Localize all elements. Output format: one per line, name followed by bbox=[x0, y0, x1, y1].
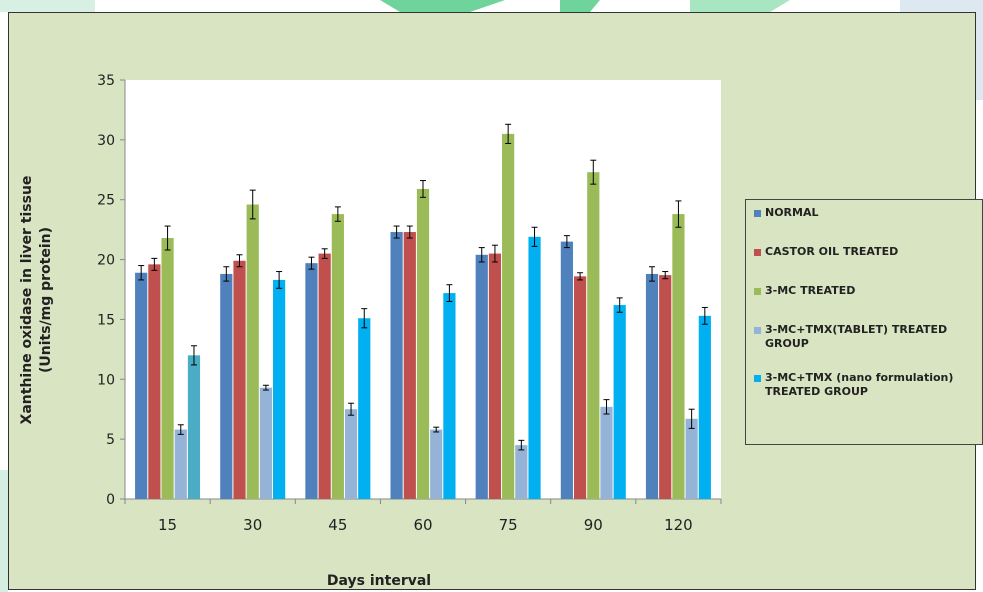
x-tick-label: 120 bbox=[664, 516, 693, 534]
x-tick-label: 60 bbox=[413, 516, 432, 534]
bar bbox=[475, 254, 488, 499]
y-axis-title-line1: Xanthine oxidase in liver tissue bbox=[19, 175, 35, 425]
legend-item-tmx-nano: 3-MC+TMX (nano formulation) TREATED GROU… bbox=[754, 371, 978, 399]
bar bbox=[233, 260, 246, 499]
bar bbox=[220, 273, 233, 499]
bar bbox=[344, 409, 358, 499]
bar bbox=[600, 406, 613, 499]
x-axis-title: Days interval bbox=[326, 573, 432, 589]
legend-item-3mc: 3-MC TREATED bbox=[754, 284, 978, 298]
legend-item-castor-oil: CASTOR OIL TREATED bbox=[754, 245, 978, 259]
bar bbox=[685, 418, 698, 499]
legend-label-castor-oil: CASTOR OIL TREATED bbox=[765, 245, 899, 258]
bar bbox=[273, 279, 286, 499]
x-tick-label: 15 bbox=[158, 516, 177, 534]
y-tick-label: 5 bbox=[106, 432, 115, 448]
legend-swatch-tmx-tablet bbox=[754, 327, 761, 334]
bar bbox=[390, 232, 403, 499]
x-tick-label: 30 bbox=[243, 516, 262, 534]
y-tick-label: 20 bbox=[97, 253, 115, 269]
y-tick-label: 30 bbox=[97, 133, 115, 149]
bar bbox=[187, 355, 201, 499]
legend-swatch-3mc bbox=[754, 288, 761, 295]
bar bbox=[161, 238, 174, 499]
legend-swatch-normal bbox=[754, 210, 761, 217]
y-axis-title-line2: (Units/mg protein) bbox=[38, 226, 54, 374]
bar bbox=[416, 188, 430, 499]
y-tick-label: 10 bbox=[97, 372, 115, 388]
legend-label-normal: NORMAL bbox=[765, 206, 819, 219]
bar bbox=[259, 387, 273, 499]
bar bbox=[613, 305, 626, 499]
legend-label-3mc: 3-MC TREATED bbox=[765, 284, 856, 297]
bar bbox=[305, 263, 318, 499]
bar bbox=[318, 253, 331, 499]
bar bbox=[148, 264, 161, 499]
y-tick-label: 35 bbox=[97, 73, 115, 89]
bar bbox=[430, 429, 443, 499]
bar bbox=[528, 236, 541, 499]
legend-swatch-castor-oil bbox=[754, 249, 761, 256]
legend-item-tmx-tablet: 3-MC+TMX(TABLET) TREATED GROUP bbox=[754, 323, 978, 351]
bar bbox=[659, 275, 672, 499]
bar bbox=[515, 445, 528, 499]
bar bbox=[573, 276, 587, 499]
y-axis-title: Xanthine oxidase in liver tissue (Units/… bbox=[18, 145, 56, 455]
bar bbox=[502, 133, 515, 499]
plot-svg: 0 5 10 15 20 25 30 35 15 30 45 60 75 90 120 bbox=[97, 73, 722, 534]
legend-item-normal: NORMAL bbox=[754, 206, 978, 220]
y-tick-label: 0 bbox=[106, 492, 115, 508]
y-tick-label: 15 bbox=[97, 312, 115, 328]
x-tick-label: 90 bbox=[584, 516, 603, 534]
legend-label-tmx-nano: 3-MC+TMX (nano formulation) TREATED GROU… bbox=[765, 371, 954, 398]
bar bbox=[443, 293, 456, 499]
chart-area: 0 5 10 15 20 25 30 35 15 30 45 60 75 90 120 NORMAL CAS… bbox=[8, 12, 983, 590]
bar bbox=[672, 214, 685, 499]
bar bbox=[403, 232, 416, 499]
bar bbox=[645, 273, 659, 499]
legend: NORMAL CASTOR OIL TREATED 3-MC TREATED 3… bbox=[745, 199, 983, 445]
bar bbox=[358, 318, 371, 499]
bar bbox=[135, 272, 148, 499]
x-tick-label: 45 bbox=[328, 516, 347, 534]
y-tick-label: 25 bbox=[97, 193, 115, 209]
bar bbox=[587, 172, 600, 499]
bar bbox=[488, 253, 502, 499]
legend-swatch-tmx-nano bbox=[754, 375, 761, 382]
x-tick-label: 75 bbox=[499, 516, 518, 534]
bar bbox=[174, 429, 187, 499]
bar bbox=[331, 214, 344, 499]
legend-label-tmx-tablet: 3-MC+TMX(TABLET) TREATED GROUP bbox=[765, 323, 948, 350]
bar bbox=[698, 315, 711, 499]
bar bbox=[246, 204, 259, 499]
bar bbox=[560, 241, 573, 499]
